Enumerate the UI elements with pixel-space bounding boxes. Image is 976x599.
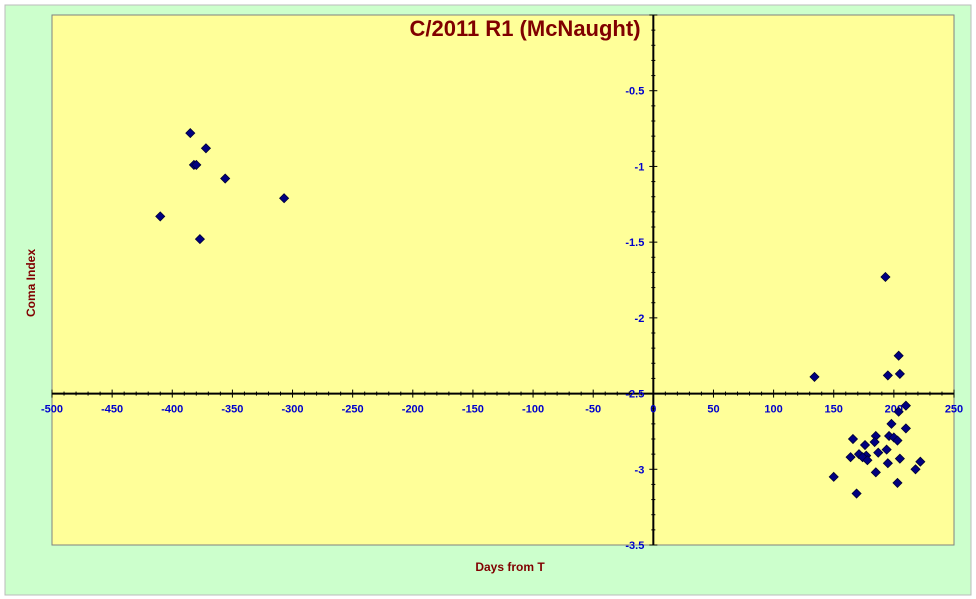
chart-title: C/2011 R1 (McNaught) — [409, 16, 640, 41]
tick-marks — [51, 14, 955, 546]
data-point — [845, 452, 856, 463]
data-point — [886, 418, 897, 429]
data-point — [873, 447, 884, 458]
plot-area — [51, 14, 955, 546]
data-point — [200, 143, 212, 154]
x-tick-label: -300 — [282, 404, 304, 416]
data-point — [847, 433, 859, 445]
x-tick-label: 150 — [825, 404, 843, 416]
data-point — [893, 350, 904, 361]
data-point — [882, 458, 893, 469]
data-point — [892, 435, 903, 446]
data-point — [893, 406, 904, 417]
data-point — [828, 471, 839, 482]
data-point — [851, 488, 862, 499]
data-points — [155, 128, 926, 499]
data-point — [915, 456, 926, 467]
y-tick-label: -1 — [635, 161, 645, 173]
x-tick-label: 100 — [764, 404, 782, 416]
data-point — [155, 211, 166, 222]
data-point — [279, 193, 290, 204]
x-tick-label: -100 — [522, 404, 544, 416]
x-tick-label: -150 — [462, 404, 484, 416]
data-point — [870, 467, 881, 478]
y-tick-label: -3.5 — [625, 540, 644, 552]
axes — [52, 15, 954, 545]
x-tick-label: 50 — [707, 404, 719, 416]
data-point — [880, 271, 891, 283]
x-tick-label: -450 — [101, 404, 123, 416]
data-point — [194, 234, 205, 245]
data-point — [881, 444, 892, 455]
x-tick-label: 0 — [650, 404, 656, 416]
data-point — [888, 432, 899, 443]
x-tick-label: -350 — [221, 404, 243, 416]
x-tick-label: -50 — [585, 404, 601, 416]
y-tick-labels: -0.5 -1 -1.5 -2 -2.5 -3 -3.5 — [625, 86, 644, 552]
data-point — [809, 371, 820, 382]
data-point — [869, 436, 880, 448]
x-tick-label: -500 — [41, 404, 63, 416]
data-point — [900, 400, 911, 411]
y-tick-label: -2.5 — [625, 389, 644, 401]
data-point — [859, 439, 871, 451]
y-tick-label: -1.5 — [625, 237, 644, 249]
data-point — [882, 370, 893, 381]
data-point — [191, 159, 202, 170]
x-tick-label: -200 — [402, 404, 424, 416]
data-point — [185, 128, 196, 139]
y-tick-label: -2 — [635, 313, 645, 325]
x-tick-label: -250 — [342, 404, 364, 416]
y-axis-title: Coma Index — [24, 249, 38, 317]
data-point — [892, 477, 903, 488]
data-point — [894, 453, 905, 464]
y-tick-label: -0.5 — [625, 86, 644, 98]
x-tick-label: 250 — [945, 404, 963, 416]
data-point — [910, 464, 921, 475]
data-point — [900, 423, 911, 434]
x-axis-title: Days from T — [475, 560, 545, 574]
x-tick-labels: -500 -450 -400 -350 -300 -250 -200 -150 -100 -50 0… — [41, 404, 963, 416]
data-point — [862, 455, 873, 466]
data-point — [894, 368, 905, 379]
y-tick-label: -3 — [635, 464, 645, 476]
x-tick-label: -400 — [161, 404, 183, 416]
data-point — [220, 173, 231, 184]
